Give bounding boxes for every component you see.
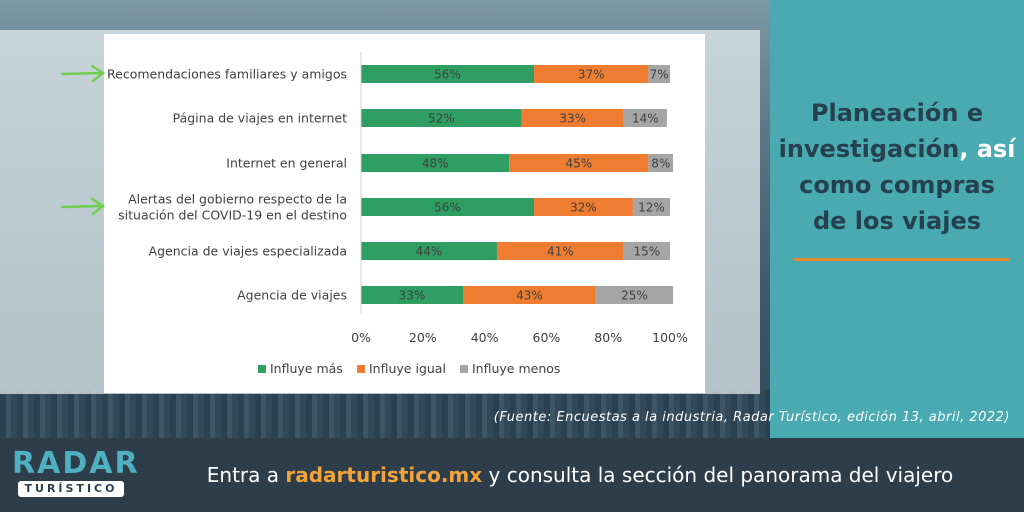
footer-bar bbox=[0, 438, 1024, 512]
heading-line-3: como compras bbox=[799, 171, 995, 199]
bar-segment bbox=[623, 109, 667, 127]
data-label: 12% bbox=[638, 201, 665, 215]
radar-turistico-logo[interactable]: RADAR TURÍSTICO bbox=[12, 446, 140, 498]
data-label: 8% bbox=[651, 157, 670, 171]
bar-segment bbox=[534, 65, 649, 83]
data-label: 56% bbox=[434, 68, 461, 82]
legend-swatch bbox=[460, 365, 468, 373]
data-label: 15% bbox=[633, 245, 660, 259]
footer-cta: Entra a radarturistico.mx y consulta la … bbox=[150, 458, 1010, 492]
data-label: 45% bbox=[566, 157, 593, 171]
heading-line-1: Planeación e bbox=[810, 99, 984, 127]
cta-prefix: Entra a bbox=[206, 463, 286, 487]
x-tick-label: 0% bbox=[351, 330, 371, 345]
data-label: 25% bbox=[621, 289, 648, 303]
page-heading: Planeación e investigación, así como com… bbox=[778, 95, 1016, 239]
legend-label: Influye menos bbox=[472, 361, 560, 376]
category-label: Agencia de viajes bbox=[237, 288, 347, 303]
bar-segment bbox=[496, 242, 624, 260]
data-label: 33% bbox=[399, 289, 426, 303]
heading-line-2-accent: , así bbox=[959, 135, 1016, 163]
category-label: Alertas del gobierno respecto de la situa… bbox=[118, 192, 347, 223]
data-label: 33% bbox=[559, 112, 586, 126]
bar-segment bbox=[361, 65, 535, 83]
data-label: 43% bbox=[516, 289, 543, 303]
highlight-arrows bbox=[60, 64, 106, 216]
heading-line-4: de los viajes bbox=[812, 207, 982, 235]
category-label: Internet en general bbox=[226, 156, 347, 171]
data-label: 41% bbox=[547, 245, 574, 259]
data-label: 32% bbox=[570, 201, 597, 215]
category-label: Agencia de viajes especializada bbox=[149, 244, 347, 259]
bar-segment bbox=[361, 154, 510, 172]
data-label: 44% bbox=[416, 245, 443, 259]
data-label: 48% bbox=[422, 157, 449, 171]
category-labels: Recomendaciones familiares y amigos Págin… bbox=[107, 67, 347, 303]
x-tick-label: 40% bbox=[471, 330, 499, 345]
bar-segment bbox=[623, 242, 670, 260]
legend-swatch bbox=[258, 365, 266, 373]
data-label: 56% bbox=[434, 201, 461, 215]
x-tick-label: 100% bbox=[652, 330, 688, 345]
heading-underline bbox=[793, 258, 1009, 261]
data-label: 14% bbox=[632, 112, 659, 126]
logo-subtitle: TURÍSTICO bbox=[18, 481, 124, 497]
legend: Influye más Influye igual Influye menos bbox=[258, 361, 560, 376]
bar-segment bbox=[595, 286, 674, 304]
bar-segment bbox=[361, 242, 497, 260]
background-cityscape bbox=[0, 390, 770, 438]
x-tick-label: 80% bbox=[594, 330, 622, 345]
category-label: Recomendaciones familiares y amigos bbox=[107, 67, 347, 82]
bar-segment bbox=[632, 198, 670, 216]
legend-label: Influye igual bbox=[369, 361, 446, 376]
source-note: (Fuente: Encuestas a la industria, Radar… bbox=[493, 410, 1010, 425]
data-label: 7% bbox=[650, 68, 669, 82]
legend-label: Influye más bbox=[270, 361, 343, 376]
arrow-icon bbox=[60, 197, 106, 216]
data-label: 37% bbox=[578, 68, 605, 82]
cta-suffix: y consulta la sección del panorama del v… bbox=[482, 463, 954, 487]
category-label: Página de viajes en internet bbox=[173, 111, 347, 126]
bar-segment bbox=[361, 286, 463, 304]
bar-segment bbox=[509, 154, 649, 172]
bar-segment bbox=[534, 198, 633, 216]
data-label: 52% bbox=[428, 112, 455, 126]
legend-swatch bbox=[357, 365, 365, 373]
bar-segment bbox=[361, 198, 535, 216]
stacked-bar-chart: Recomendaciones familiares y amigos Págin… bbox=[60, 52, 688, 376]
cta-link[interactable]: radarturistico.mx bbox=[285, 463, 483, 487]
bars: 56% 37% 7% 52% 33% 14% 48% 45% 8% 56% 32% 12% 44% 41%… bbox=[361, 65, 674, 304]
x-tick-label: 60% bbox=[533, 330, 561, 345]
heading-line-2: investigación bbox=[778, 135, 960, 163]
arrow-icon bbox=[60, 64, 106, 83]
x-axis: 0% 20% 40% 60% 80% 100% bbox=[351, 52, 688, 345]
right-panel bbox=[770, 0, 1024, 438]
bar-segment bbox=[361, 109, 522, 127]
x-tick-label: 20% bbox=[409, 330, 437, 345]
bar-segment bbox=[462, 286, 596, 304]
bar-segment bbox=[648, 65, 670, 83]
bar-segment bbox=[521, 109, 624, 127]
bar-segment bbox=[648, 154, 674, 172]
logo-wordmark: RADAR bbox=[12, 446, 140, 481]
